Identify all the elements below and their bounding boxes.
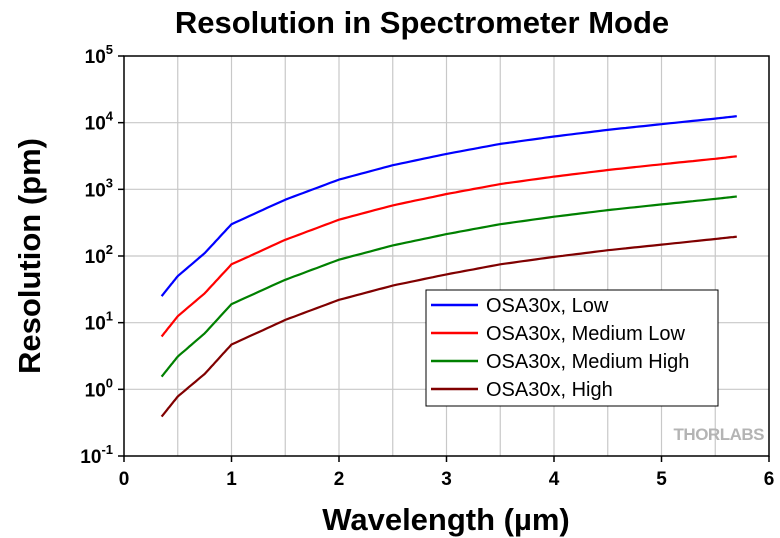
y-tick-base: 10 bbox=[85, 180, 106, 201]
legend: OSA30x, Low OSA30x, Medium Low OSA30x, Med… bbox=[425, 289, 719, 407]
legend-label: OSA30x, Low bbox=[486, 295, 609, 317]
y-tick-label: 10-1 bbox=[80, 442, 113, 468]
y-tick-label: 105 bbox=[85, 42, 113, 68]
series-lines bbox=[160, 115, 737, 418]
chart-title: Resolution in Spectrometer Mode bbox=[175, 5, 669, 40]
thorlabs-watermark: THORLABS bbox=[674, 425, 765, 444]
y-tick-label: 100 bbox=[85, 375, 113, 401]
y-tick-base: 10 bbox=[85, 380, 106, 401]
x-tick-label: 3 bbox=[441, 469, 452, 490]
y-tick-exponent: 0 bbox=[106, 375, 113, 390]
series-line bbox=[160, 115, 737, 297]
y-tick-label: 101 bbox=[85, 309, 113, 335]
y-tick-exponent: 1 bbox=[106, 309, 113, 324]
y-tick-exponent: 4 bbox=[106, 109, 114, 124]
series-line bbox=[160, 235, 737, 418]
y-tick-base: 10 bbox=[85, 47, 106, 68]
series-line bbox=[160, 195, 737, 378]
y-tick-exponent: 2 bbox=[106, 242, 113, 257]
y-tick-exponent: 3 bbox=[106, 175, 113, 190]
series-line bbox=[160, 155, 737, 338]
x-tick-label: 6 bbox=[764, 469, 775, 490]
y-tick-exponent: -1 bbox=[101, 442, 113, 457]
y-tick-base: 10 bbox=[85, 114, 106, 135]
y-tick-label: 103 bbox=[85, 175, 113, 201]
x-tick-label: 2 bbox=[334, 469, 345, 490]
y-tick-label: 104 bbox=[85, 109, 114, 135]
x-axis-label: Wavelength (µm) bbox=[322, 502, 570, 537]
legend-label: OSA30x, Medium Low bbox=[486, 323, 686, 345]
y-tick-label: 102 bbox=[85, 242, 113, 268]
y-tick-base: 10 bbox=[85, 314, 106, 335]
x-axis-ticks: 0 1 2 3 4 5 6 bbox=[119, 456, 775, 490]
y-tick-base: 10 bbox=[80, 447, 101, 468]
y-tick-base: 10 bbox=[85, 247, 106, 268]
legend-label: OSA30x, Medium High bbox=[486, 351, 689, 373]
legend-label: OSA30x, High bbox=[486, 379, 613, 401]
x-tick-label: 1 bbox=[226, 469, 237, 490]
legend-box bbox=[425, 289, 719, 407]
x-tick-label: 4 bbox=[549, 469, 560, 490]
y-axis-label: Resolution (pm) bbox=[12, 138, 47, 374]
x-tick-label: 5 bbox=[656, 469, 667, 490]
y-tick-exponent: 5 bbox=[106, 42, 113, 57]
x-tick-label: 0 bbox=[119, 469, 130, 490]
